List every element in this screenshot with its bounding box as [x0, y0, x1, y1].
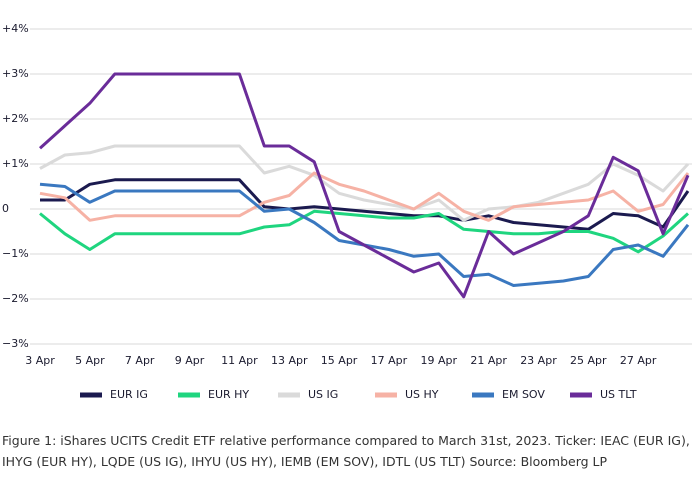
series-line [38, 72, 690, 299]
legend-label: US HY [405, 388, 439, 401]
y-tick-label: −1% [2, 247, 29, 260]
x-tick-label: 25 Apr [570, 354, 607, 367]
series-line [39, 209, 690, 254]
x-tick-label: 11 Apr [221, 354, 258, 367]
x-tick-label: 9 Apr [175, 354, 205, 367]
legend-label: US IG [308, 388, 338, 401]
x-tick-label: 17 Apr [371, 354, 408, 367]
x-tick-label: 15 Apr [321, 354, 358, 367]
x-tick-label: 5 Apr [75, 354, 105, 367]
y-tick-label: −3% [2, 337, 29, 350]
series-line [39, 144, 690, 222]
y-tick-label: +2% [2, 112, 29, 125]
x-tick-label: 13 Apr [271, 354, 308, 367]
x-tick-label: 7 Apr [125, 354, 155, 367]
chart: +4% +3% +2% +1% 0 −1% −2% −3% 3 Apr 5 Apr 7 Apr 9 A… [2, 22, 692, 401]
y-tick-label: +4% [2, 22, 29, 35]
legend-label: EM SOV [502, 388, 545, 401]
y-tick-label: −2% [2, 292, 29, 305]
caption: Figure 1: iShares UCITS Credit ETF relat… [2, 433, 690, 469]
x-tick-label: 21 Apr [470, 354, 507, 367]
series-line [40, 178, 690, 231]
legend-label: EUR HY [208, 388, 249, 401]
legend-label: EUR IG [110, 388, 148, 401]
y-tick-label: +1% [2, 157, 29, 170]
x-tick-label: 19 Apr [421, 354, 458, 367]
y-tick-label: +3% [2, 67, 29, 80]
y-tick-label: 0 [2, 202, 9, 215]
series-line [39, 171, 690, 222]
x-tick-label: 27 Apr [620, 354, 657, 367]
legend-label: US TLT [600, 388, 637, 401]
x-tick-label: 23 Apr [520, 354, 557, 367]
x-tick-label: 3 Apr [25, 354, 55, 367]
